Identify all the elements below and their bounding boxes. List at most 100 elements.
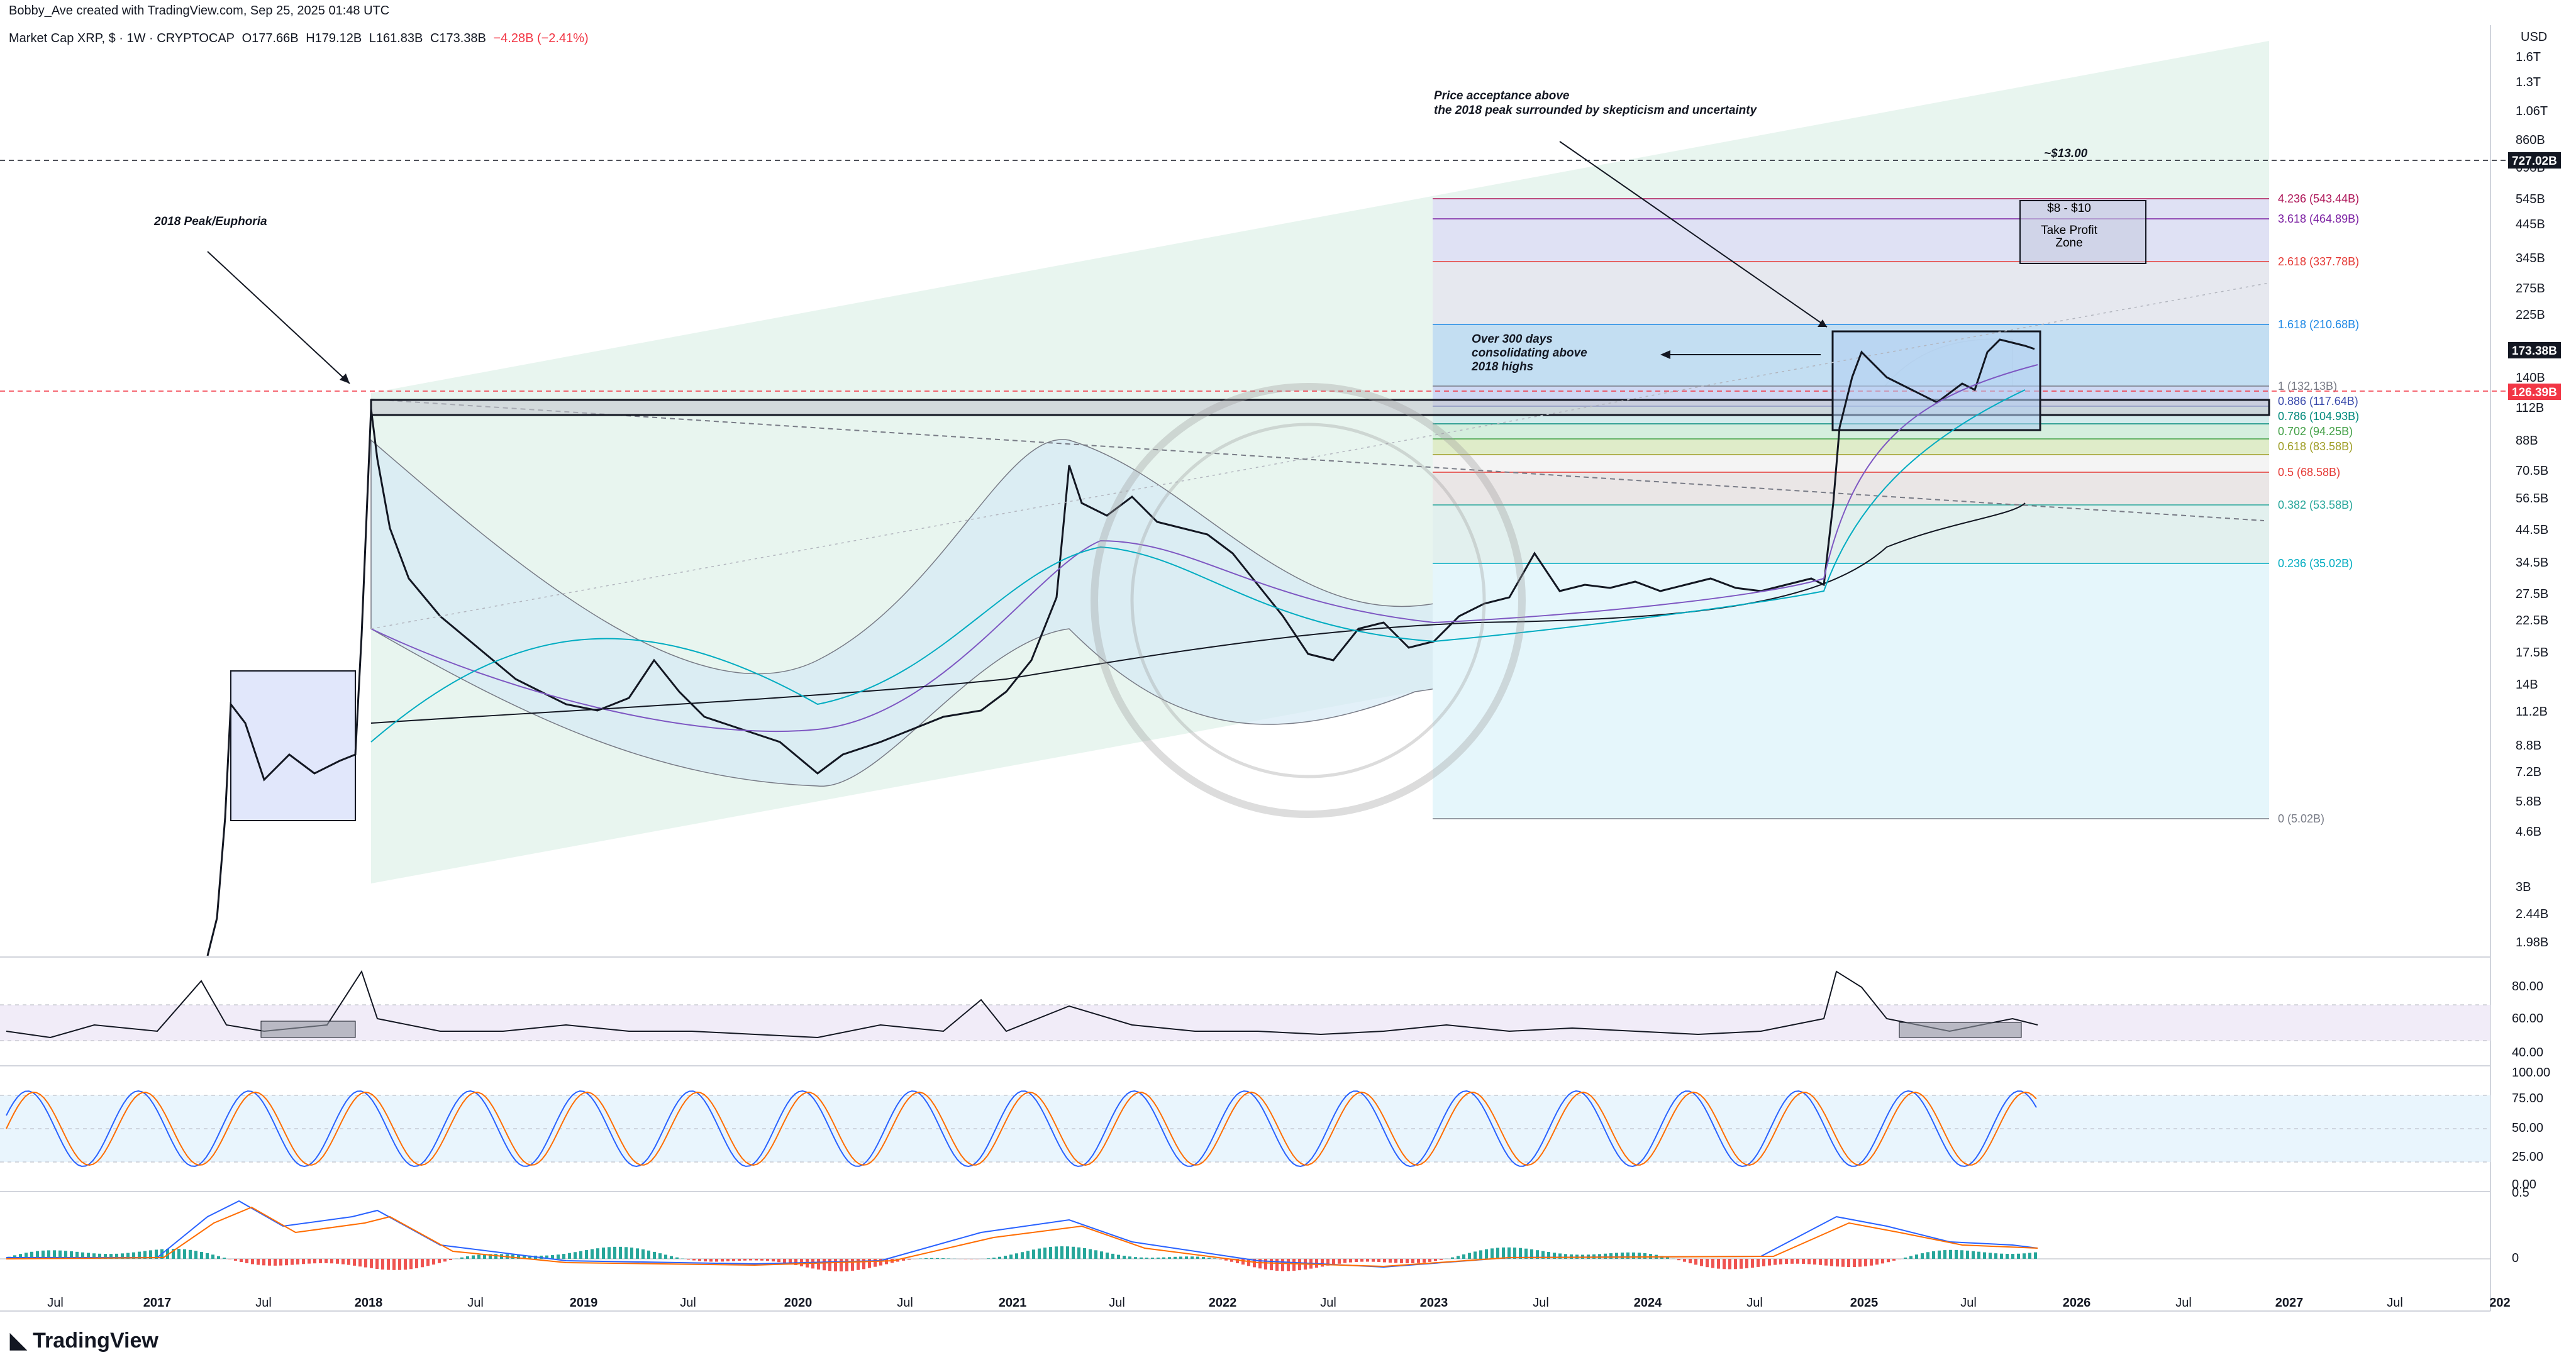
macd-histogram-bar (358, 1259, 362, 1267)
macd-histogram-bar (698, 1259, 701, 1261)
macd-histogram-bar (240, 1259, 243, 1263)
macd-histogram-bar (1519, 1248, 1522, 1259)
time-tick-label: 2019 (570, 1296, 598, 1310)
macd-histogram-bar (155, 1249, 158, 1259)
level-tag-red (2508, 384, 2561, 400)
time-tick-label: Jul (2175, 1296, 2192, 1310)
price-axis-unit[interactable]: USD (2521, 30, 2548, 44)
macd-histogram-bar (1236, 1259, 1239, 1263)
symbol-legend[interactable]: Market Cap XRP, $ · 1W · CRYPTOCAP O177.… (9, 31, 592, 46)
macd-histogram-bar (42, 1250, 45, 1259)
macd-histogram-bar (692, 1259, 696, 1261)
macd-histogram-bar (1915, 1254, 1918, 1259)
acceptance-arrow (1559, 141, 1828, 328)
macd-histogram-bar (1400, 1259, 1403, 1263)
time-tick-label: Jul (1746, 1296, 1763, 1310)
macd-histogram-bar (987, 1258, 990, 1259)
macd-histogram-bar (1802, 1259, 1805, 1264)
time-tick-label: 2027 (2275, 1296, 2304, 1310)
macd-histogram-bar (409, 1259, 413, 1270)
macd-histogram-bar (1162, 1257, 1165, 1259)
macd-histogram-bar (132, 1252, 135, 1259)
fib-zone-0702-0618 (1433, 439, 2269, 455)
macd-histogram-bar (1774, 1259, 1777, 1265)
price-tick-label: 545B (2516, 192, 2545, 206)
consolidation-box-2017 (230, 670, 356, 821)
macd-histogram-bar (930, 1258, 933, 1259)
price-tick-label: 860B (2516, 133, 2545, 147)
time-tick-label: Jul (897, 1296, 913, 1310)
time-axis[interactable]: Jul 2017 Jul 2018 Jul 2019 Jul 2020 Jul 2021 Jul 20… (47, 1296, 2510, 1310)
fib-zone-05-0382 (1433, 472, 2269, 505)
price-tick-label: 225B (2516, 308, 2545, 322)
price-axis[interactable]: 1.6T1.3T1.06T860B698B545B445B345B275B225… (2516, 50, 2548, 949)
macd-histogram-bar (1847, 1259, 1850, 1268)
macd-histogram-bar (726, 1259, 730, 1261)
macd-histogram-bar (274, 1259, 277, 1266)
macd-histogram-bar (370, 1259, 373, 1268)
macd-histogram-bar (438, 1259, 441, 1263)
tradingview-logo[interactable]: ◣ TradingView (10, 1328, 158, 1353)
time-tick-label: Jul (47, 1296, 64, 1310)
macd-histogram-bar (415, 1259, 418, 1268)
macd-histogram-bar (1258, 1259, 1262, 1269)
macd-histogram-bar (579, 1251, 582, 1259)
fib-label: 3.618 (464.89B) (2278, 213, 2359, 225)
macd-histogram-bar (466, 1256, 469, 1259)
macd-histogram-bar (1824, 1259, 1828, 1266)
macd-histogram-bar (1830, 1259, 1833, 1266)
macd-histogram-bar (557, 1254, 560, 1259)
macd-histogram-bar (381, 1259, 384, 1270)
macd-histogram-bar (1015, 1253, 1018, 1259)
macd-histogram-bar (183, 1249, 186, 1259)
macd-histogram-bar (98, 1253, 101, 1259)
level-tag-black-label: 727.02B (2512, 155, 2557, 168)
macd-histogram-bar (1677, 1259, 1680, 1261)
annotation-consol-2: consolidating above (1472, 346, 1587, 360)
macd-histogram-bar (789, 1259, 792, 1265)
macd-histogram-bar (404, 1259, 407, 1270)
stoch-tick-label: 25.00 (2512, 1150, 2543, 1164)
macd-histogram-bar (1009, 1254, 1013, 1259)
moving-average-cyan (370, 389, 2026, 743)
macd-histogram-bar (1717, 1259, 1720, 1269)
rsi-tick-label: 40.00 (2512, 1046, 2543, 1060)
rsi-axis[interactable]: 80.00 60.00 40.00 (2512, 980, 2543, 1060)
annotation-target: ~$13.00 (2044, 147, 2088, 160)
macd-histogram-bar (126, 1253, 130, 1259)
macd-histogram-bar (251, 1259, 254, 1265)
macd-histogram-bar (1298, 1259, 1301, 1271)
macd-histogram-bar (30, 1251, 33, 1259)
macd-histogram-bar (1507, 1247, 1511, 1259)
macd-histogram-bar (1275, 1259, 1279, 1271)
macd-histogram-bar (664, 1254, 667, 1259)
macd-histogram-bar (217, 1256, 220, 1259)
macd-axis[interactable]: 0.50 (2512, 1186, 2529, 1265)
macd-histogram-bar (172, 1248, 175, 1259)
macd-histogram-bar (200, 1251, 203, 1259)
macd-histogram-bar (1326, 1259, 1330, 1266)
stoch-axis[interactable]: 100.00 75.00 50.00 25.00 0.00 (2512, 1066, 2550, 1192)
macd-histogram-bar (1468, 1253, 1471, 1259)
macd-histogram-bar (1332, 1259, 1335, 1265)
macd-histogram-bar (551, 1255, 554, 1259)
macd-histogram-bar (1570, 1254, 1573, 1259)
macd-histogram-bar (1932, 1251, 1935, 1259)
macd-histogram-bar (449, 1259, 452, 1260)
price-tick-label: 4.6B (2516, 825, 2541, 839)
macd-histogram-bar (392, 1259, 396, 1270)
macd-histogram-bar (1904, 1257, 1907, 1259)
macd-histogram-bar (817, 1259, 820, 1270)
tradingview-logo-text: TradingView (33, 1328, 158, 1353)
macd-histogram-bar (398, 1259, 401, 1270)
price-tick-label: 345B (2516, 252, 2545, 265)
symbol-name[interactable]: Market Cap XRP, $ · 1W · CRYPTOCAP (9, 31, 235, 45)
time-tick-label: 2023 (1420, 1296, 1448, 1310)
price-tick-label: 1.06T (2516, 104, 2548, 118)
take-profit-box (2019, 200, 2146, 264)
time-tick-label: Jul (2387, 1296, 2403, 1310)
time-tick-label: Jul (680, 1296, 696, 1310)
macd-histogram-bar (1530, 1249, 1533, 1259)
ohlc-low: L161.83B (369, 31, 423, 45)
